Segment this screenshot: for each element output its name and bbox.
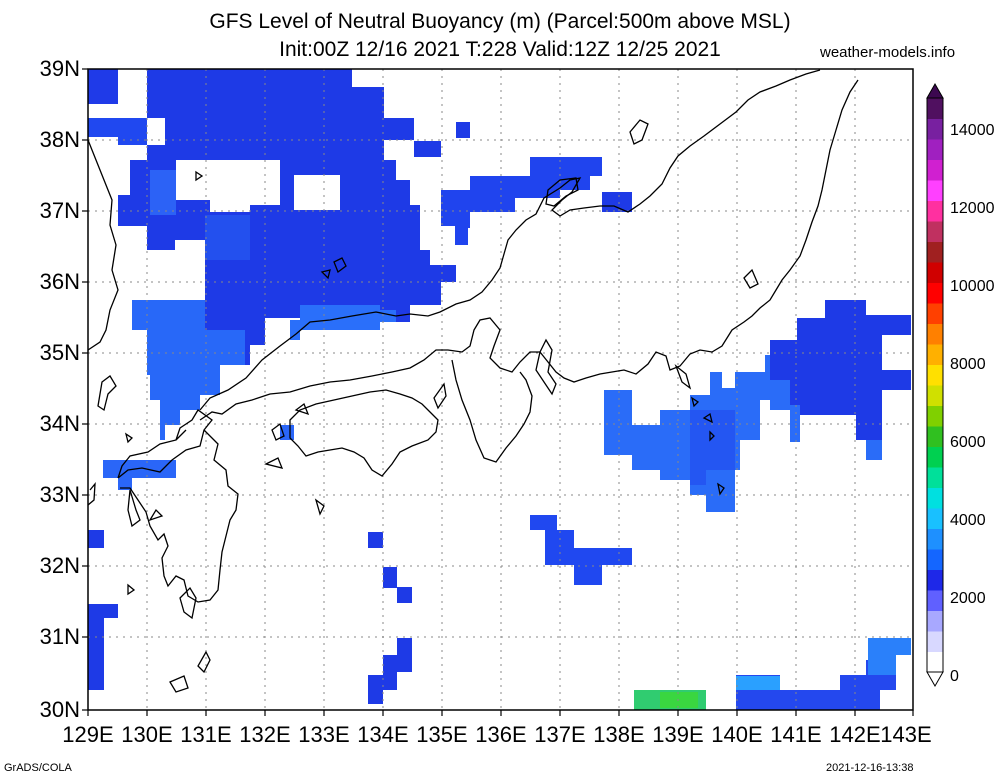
colorbar-segment [927, 569, 943, 591]
lat-label: 38N [39, 127, 80, 152]
lon-label: 130E [121, 722, 173, 747]
lon-label: 139E [652, 722, 704, 747]
colorbar-segment [927, 405, 943, 427]
colorbar-segment [927, 508, 943, 529]
colorbar-segment [927, 200, 943, 222]
colorbar-segment [927, 487, 943, 509]
lon-label: 133E [298, 722, 350, 747]
lon-label: 137E [534, 722, 586, 747]
grid-lines [88, 69, 913, 710]
lat-label: 33N [39, 482, 80, 507]
colorbar-segment [927, 467, 943, 488]
lat-label: 35N [39, 340, 80, 365]
colorbar-label: 8000 [950, 356, 986, 373]
colorbar-segment [927, 590, 943, 611]
footer-credit: GrADS/COLA [4, 762, 72, 774]
map-title: GFS Level of Neutral Buoyancy (m) (Parce… [209, 10, 791, 33]
lon-label: 132E [239, 722, 291, 747]
colorbar-segment [927, 241, 943, 263]
colorbar-frame [926, 97, 944, 673]
lon-label: 138E [593, 722, 645, 747]
lat-label: 31N [39, 624, 80, 649]
lon-label: 142E [829, 722, 881, 747]
colorbar-segment [927, 118, 943, 140]
lat-label: 39N [39, 56, 80, 81]
colorbar-segment [927, 364, 943, 386]
lat-label: 34N [39, 411, 80, 436]
colorbar-segment [927, 446, 943, 468]
colorbar-segment [927, 426, 943, 447]
lat-label: 37N [39, 198, 80, 223]
colorbar-segment [927, 180, 943, 201]
colorbar-label: 6000 [950, 434, 986, 451]
colorbar-max-arrow [926, 82, 944, 99]
colorbar [926, 82, 944, 688]
lon-label: 140E [711, 722, 763, 747]
colorbar-segment [927, 282, 943, 304]
colorbar-label: 0 [950, 668, 959, 685]
map-subtitle: Init:00Z 12/16 2021 T:228 Valid:12Z 12/2… [279, 38, 721, 61]
colorbar-label: 2000 [950, 590, 986, 607]
colorbar-segment [927, 344, 943, 365]
lat-label: 32N [39, 553, 80, 578]
colorbar-segment [927, 631, 943, 652]
colorbar-segment [927, 610, 943, 632]
colorbar-label: 12000 [950, 200, 995, 217]
colorbar-segment [927, 221, 943, 242]
lon-label: 135E [416, 722, 468, 747]
lon-label: 129E [62, 722, 114, 747]
colorbar-segment [927, 528, 943, 550]
lon-label: 143E [880, 722, 932, 747]
site-label: weather-models.info [820, 44, 956, 61]
colorbar-segment [927, 303, 943, 324]
lat-label: 36N [39, 269, 80, 294]
coastlines [88, 69, 859, 693]
axis-ticks [82, 68, 914, 716]
colorbar-segment [927, 139, 943, 160]
lon-label: 134E [357, 722, 409, 747]
colorbar-segment [927, 385, 943, 406]
colorbar-label: 10000 [950, 278, 995, 295]
colorbar-segment [927, 262, 943, 283]
colorbar-segment [927, 159, 943, 181]
lon-label: 141E [770, 722, 822, 747]
colorbar-segment [927, 323, 943, 345]
colorbar-segment [927, 98, 943, 119]
colorbar-label: 14000 [950, 122, 995, 139]
colorbar-min-arrow [926, 671, 944, 688]
colorbar-segment [927, 651, 943, 673]
lat-label: 30N [39, 697, 80, 722]
footer-timestamp: 2021-12-16-13:38 [826, 762, 914, 774]
colorbar-label: 4000 [950, 512, 986, 529]
buoyancy-field [88, 69, 911, 710]
lon-label: 136E [475, 722, 527, 747]
colorbar-segment [927, 549, 943, 570]
lon-label: 131E [180, 722, 232, 747]
